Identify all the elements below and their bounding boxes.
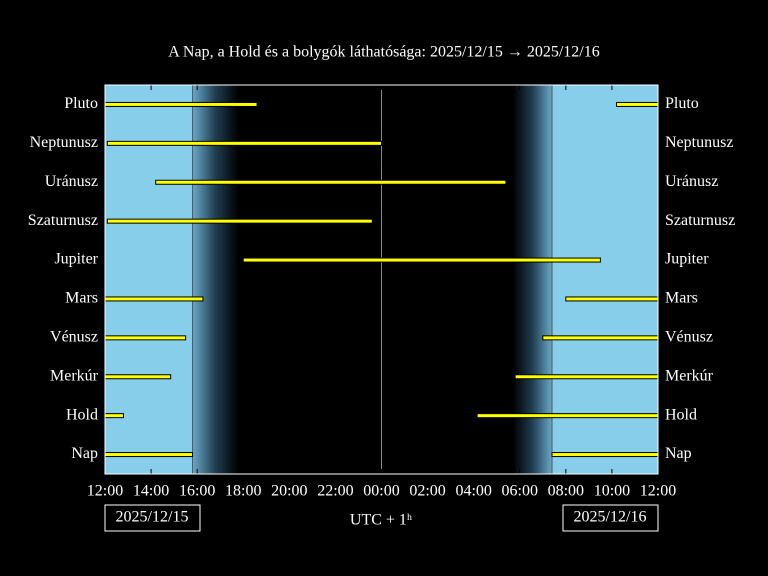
visibility-bar (242, 257, 601, 263)
end-date: 2025/12/16 (574, 509, 647, 526)
row-label-left: Pluto (64, 95, 98, 112)
row-label-right: Nap (665, 445, 692, 462)
visibility-bar (106, 218, 373, 224)
visibility-bar (514, 374, 659, 380)
row-label-left: Merkúr (50, 367, 99, 384)
visibility-bar (542, 335, 659, 341)
row-label-right: Merkúr (665, 367, 714, 384)
daylight (105, 85, 193, 474)
row-label-right: Uránusz (665, 173, 718, 190)
x-tick-label: 20:00 (271, 483, 307, 500)
visibility-bar (551, 452, 659, 458)
x-tick-label: 16:00 (179, 483, 215, 500)
x-tick-label: 00:00 (363, 483, 399, 500)
visibility-bar (104, 413, 124, 419)
x-axis-label: UTC + 1ʰ (350, 512, 412, 529)
row-label-right: Jupiter (665, 251, 709, 268)
row-label-left: Uránusz (45, 173, 98, 190)
visibility-bar (616, 101, 659, 107)
x-tick-label: 02:00 (409, 483, 445, 500)
dawn (512, 85, 553, 474)
x-tick-label: 08:00 (548, 483, 584, 500)
row-label-right: Szaturnusz (665, 212, 735, 229)
x-tick-label: 06:00 (502, 483, 538, 500)
row-label-right: Hold (665, 406, 697, 423)
row-label-left: Hold (66, 406, 98, 423)
chart-title: A Nap, a Hold és a bolygók láthatósága: … (168, 44, 600, 61)
visibility-bar (104, 374, 172, 380)
date-box (104, 504, 201, 532)
row-label-right: Mars (665, 290, 698, 307)
row-label-left: Szaturnusz (28, 212, 98, 229)
row-label-right: Neptunusz (665, 134, 733, 151)
row-label-right: Pluto (665, 95, 699, 112)
x-tick-label: 12:00 (640, 483, 676, 500)
visibility-bar (476, 413, 659, 419)
plot-frame (104, 84, 659, 475)
x-tick-label: 10:00 (594, 483, 630, 500)
visibility-bar (104, 101, 258, 107)
visibility-bar (565, 296, 659, 302)
visibility-bar (104, 335, 187, 341)
visibility-bar (155, 179, 507, 185)
visibility-bar (106, 140, 382, 146)
row-label-left: Mars (65, 290, 98, 307)
daylight (552, 85, 658, 474)
date-box (562, 504, 659, 532)
dusk (192, 85, 239, 474)
x-tick-label: 04:00 (455, 483, 491, 500)
x-tick-label: 12:00 (87, 483, 123, 500)
start-date: 2025/12/15 (116, 509, 189, 526)
x-tick-label: 18:00 (225, 483, 261, 500)
row-label-left: Vénusz (50, 329, 98, 346)
row-label-right: Vénusz (665, 329, 713, 346)
visibility-bar (104, 452, 194, 458)
row-label-left: Nap (71, 445, 98, 462)
row-label-left: Neptunusz (30, 134, 98, 151)
x-tick-label: 22:00 (317, 483, 353, 500)
x-tick-label: 14:00 (133, 483, 169, 500)
row-label-left: Jupiter (54, 251, 98, 268)
visibility-bar (104, 296, 204, 302)
